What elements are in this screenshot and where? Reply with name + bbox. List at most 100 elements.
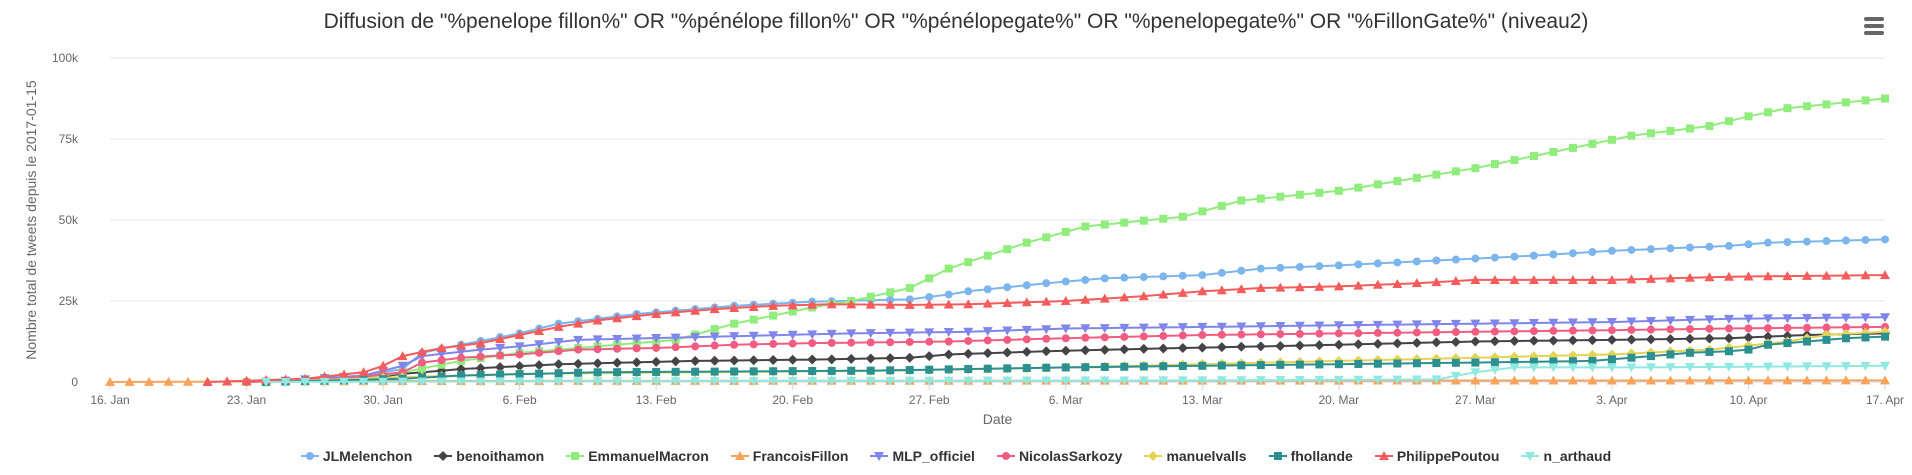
data-point[interactable]	[418, 358, 427, 367]
data-point[interactable]	[1314, 321, 1325, 331]
data-point[interactable]	[1148, 451, 1159, 461]
data-point[interactable]	[1762, 375, 1773, 385]
data-point[interactable]	[1548, 274, 1559, 284]
data-point[interactable]	[748, 377, 759, 387]
data-point[interactable]	[748, 331, 759, 341]
data-point[interactable]	[1060, 324, 1071, 334]
data-point[interactable]	[983, 251, 992, 260]
data-point[interactable]	[904, 328, 915, 338]
data-point[interactable]	[631, 334, 642, 344]
data-point[interactable]	[1841, 236, 1850, 245]
data-point[interactable]	[886, 338, 895, 347]
data-point[interactable]	[1665, 334, 1676, 345]
data-point[interactable]	[1197, 322, 1208, 332]
data-point[interactable]	[944, 337, 953, 346]
data-point[interactable]	[553, 338, 564, 348]
data-point[interactable]	[671, 367, 680, 376]
data-point[interactable]	[925, 337, 934, 346]
data-point[interactable]	[964, 287, 973, 296]
series-line[interactable]	[266, 364, 1886, 383]
data-point[interactable]	[904, 352, 915, 363]
data-point[interactable]	[183, 376, 194, 386]
data-point[interactable]	[729, 332, 740, 342]
data-point[interactable]	[1783, 339, 1792, 348]
data-point[interactable]	[709, 332, 720, 342]
data-point[interactable]	[1801, 270, 1812, 280]
data-point[interactable]	[475, 363, 486, 374]
data-point[interactable]	[1217, 201, 1226, 210]
data-point[interactable]	[613, 340, 622, 349]
data-point[interactable]	[1762, 271, 1773, 281]
data-point[interactable]	[1685, 243, 1694, 252]
data-point[interactable]	[1256, 330, 1265, 339]
data-point[interactable]	[1100, 220, 1109, 229]
data-point[interactable]	[1393, 359, 1402, 368]
legend-item[interactable]: PhilippePoutou	[1374, 448, 1499, 464]
data-point[interactable]	[652, 367, 661, 376]
data-point[interactable]	[730, 319, 739, 328]
data-point[interactable]	[534, 340, 545, 350]
data-point[interactable]	[1723, 271, 1734, 281]
data-point[interactable]	[437, 372, 446, 381]
data-point[interactable]	[475, 345, 486, 355]
data-point[interactable]	[1236, 341, 1247, 352]
data-point[interactable]	[651, 308, 662, 318]
data-point[interactable]	[769, 367, 778, 376]
data-point[interactable]	[1783, 323, 1792, 332]
data-point[interactable]	[1275, 321, 1286, 331]
data-point[interactable]	[1354, 183, 1363, 192]
data-point[interactable]	[1782, 330, 1793, 341]
data-point[interactable]	[787, 354, 798, 365]
data-point[interactable]	[1450, 336, 1461, 347]
data-point[interactable]	[846, 376, 857, 386]
data-point[interactable]	[1802, 337, 1811, 346]
data-point[interactable]	[1314, 281, 1325, 291]
data-point[interactable]	[1744, 345, 1753, 354]
data-point[interactable]	[1510, 156, 1519, 165]
data-point[interactable]	[1529, 357, 1538, 366]
data-point[interactable]	[397, 377, 408, 387]
data-point[interactable]	[1528, 318, 1539, 328]
data-point[interactable]	[1273, 452, 1282, 460]
data-point[interactable]	[846, 299, 857, 309]
data-point[interactable]	[1315, 262, 1324, 271]
data-point[interactable]	[437, 356, 446, 365]
data-point[interactable]	[241, 375, 252, 385]
data-point[interactable]	[749, 315, 758, 324]
data-point[interactable]	[1159, 331, 1168, 340]
data-point[interactable]	[748, 355, 759, 366]
data-point[interactable]	[1646, 129, 1655, 138]
data-point[interactable]	[1705, 122, 1714, 131]
data-point[interactable]	[924, 376, 935, 386]
data-point[interactable]	[1627, 353, 1636, 362]
data-point[interactable]	[1489, 274, 1500, 284]
data-point[interactable]	[1392, 278, 1403, 288]
data-point[interactable]	[573, 358, 584, 369]
data-point[interactable]	[1353, 321, 1364, 331]
data-point[interactable]	[1587, 363, 1598, 373]
data-point[interactable]	[1353, 280, 1364, 290]
data-point[interactable]	[982, 376, 993, 386]
data-point[interactable]	[1782, 271, 1793, 281]
data-point[interactable]	[1880, 375, 1890, 385]
data-point[interactable]	[1450, 319, 1461, 329]
data-point[interactable]	[1255, 322, 1266, 332]
data-point[interactable]	[1276, 360, 1285, 369]
data-point[interactable]	[1471, 327, 1480, 336]
data-point[interactable]	[1255, 283, 1266, 293]
data-point[interactable]	[1178, 362, 1187, 371]
data-point[interactable]	[495, 377, 506, 387]
data-point[interactable]	[1294, 375, 1305, 385]
data-point[interactable]	[1022, 364, 1031, 373]
data-point[interactable]	[1315, 329, 1324, 338]
data-point[interactable]	[1762, 314, 1773, 324]
data-point[interactable]	[1626, 317, 1637, 327]
data-point[interactable]	[105, 377, 115, 386]
data-point[interactable]	[670, 377, 681, 387]
data-point[interactable]	[1061, 227, 1070, 236]
data-point[interactable]	[1490, 253, 1499, 262]
data-point[interactable]	[1801, 314, 1812, 324]
data-point[interactable]	[553, 377, 564, 387]
data-point[interactable]	[1334, 186, 1343, 195]
data-point[interactable]	[749, 340, 758, 349]
